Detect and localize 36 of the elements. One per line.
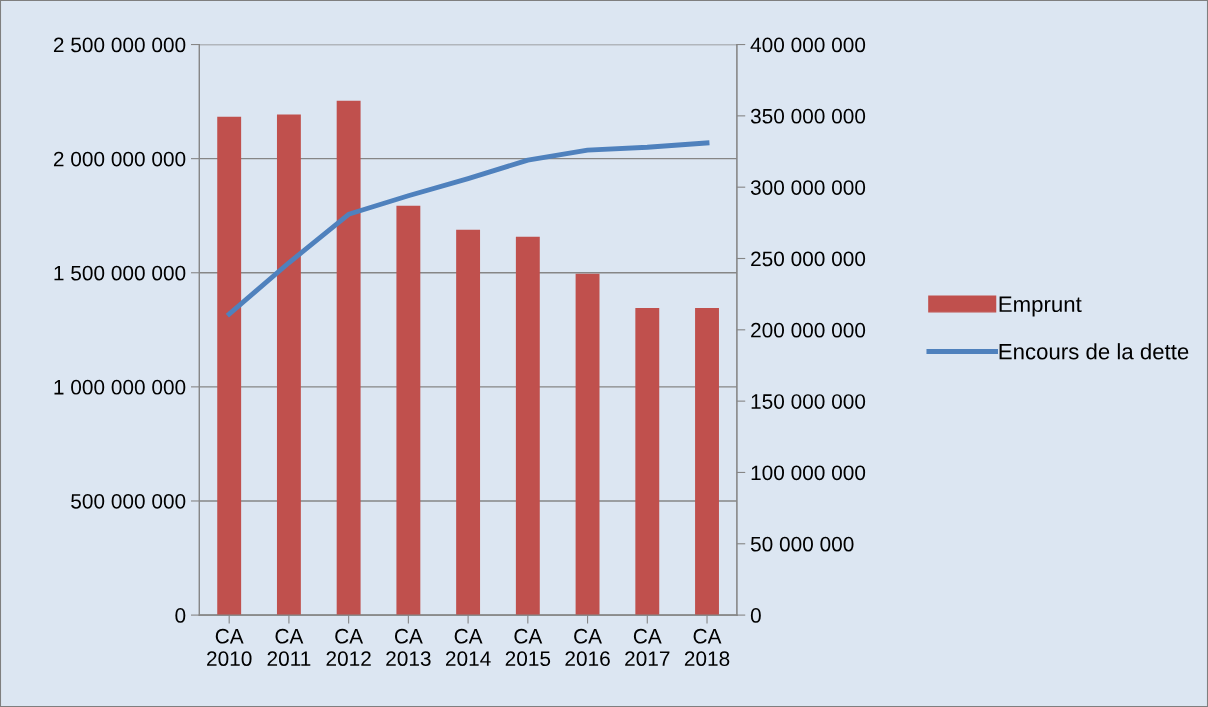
bar <box>396 205 421 616</box>
x-tick-label: CA 2015 <box>505 628 551 667</box>
bar <box>695 307 719 616</box>
bar <box>515 236 540 616</box>
y2-tick-label: 400 000 000 <box>750 37 866 53</box>
y-tick-label: 2 500 000 000 <box>53 37 186 53</box>
x-tick-label: CA 2011 <box>267 628 311 667</box>
legend-label: Emprunt <box>999 296 1082 317</box>
y-tick-label: 1 500 000 000 <box>54 265 186 281</box>
bar <box>276 114 301 616</box>
y-tick-label: 0 <box>175 608 186 623</box>
y-tick-label: 500 000 000 <box>71 493 186 509</box>
bar <box>336 100 361 616</box>
y2-tick-label: 250 000 000 <box>751 251 866 267</box>
x-tick-label: CA 2016 <box>565 628 610 667</box>
x-tick-label: CA 2010 <box>207 628 252 667</box>
x-tick-label: CA 2017 <box>625 628 670 667</box>
y-tick-label: 2 000 000 000 <box>53 151 186 167</box>
y2-tick-label: 0 <box>750 608 761 623</box>
y2-tick-label: 300 000 000 <box>750 180 866 195</box>
legend-label: Encours de la dette <box>999 343 1189 360</box>
x-tick-label: CA 2012 <box>326 628 371 667</box>
x-tick-label: CA 2018 <box>684 628 730 667</box>
x-tick-label: CA 2013 <box>386 628 431 667</box>
y-tick-label: 1 000 000 000 <box>54 379 186 395</box>
y2-tick-label: 350 000 000 <box>750 108 866 124</box>
y2-tick-label: 100 000 000 <box>751 465 866 481</box>
bar <box>217 116 242 616</box>
y2-tick-label: 150 000 000 <box>751 394 866 409</box>
bar <box>575 273 600 616</box>
bar <box>635 307 660 616</box>
bar <box>456 229 481 616</box>
y2-tick-label: 200 000 000 <box>751 322 866 338</box>
y2-tick-label: 50 000 000 <box>750 536 854 552</box>
x-tick-label: CA 2014 <box>445 628 491 667</box>
line-series <box>226 140 710 317</box>
